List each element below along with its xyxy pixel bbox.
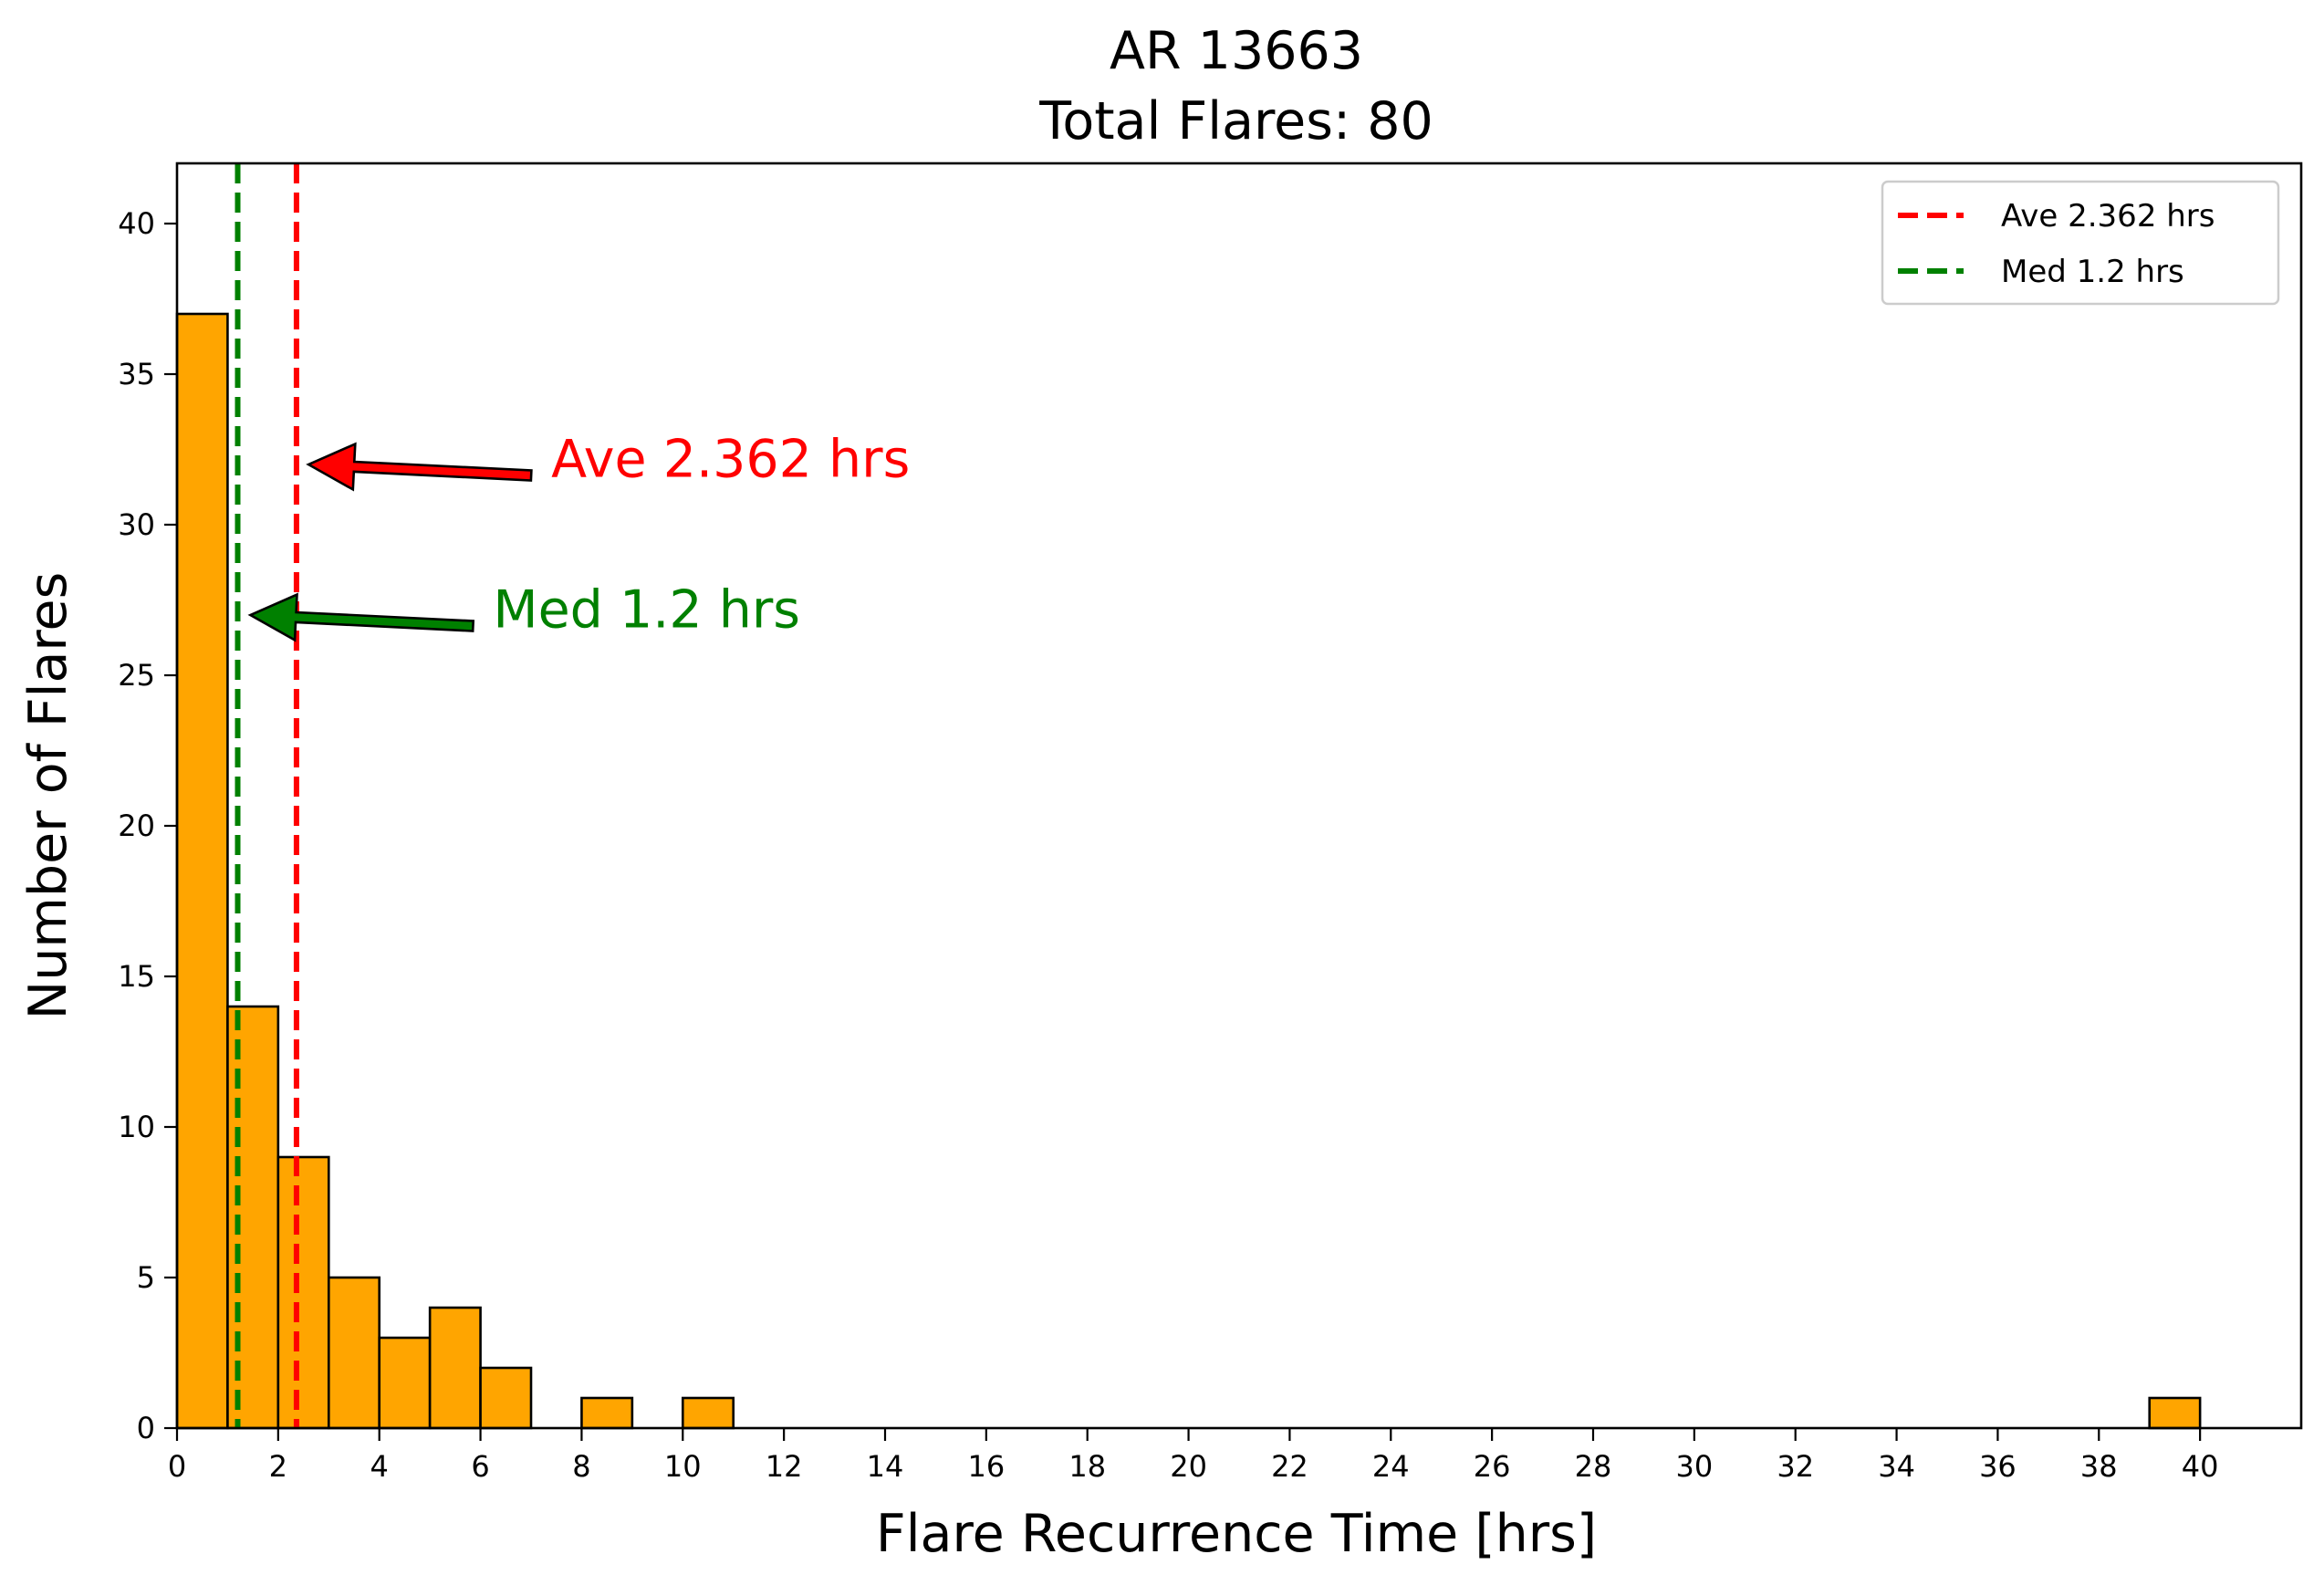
legend-box (1881, 180, 2280, 306)
x-tick-label: 22 (1271, 1449, 1308, 1484)
histogram-bar (327, 1276, 381, 1430)
median-annotation: Med 1.2 hrs (493, 579, 800, 640)
x-tick-label: 10 (664, 1449, 702, 1484)
annotations: Ave 2.362 hrs Med 1.2 hrs (247, 429, 910, 642)
x-tick-label: 12 (766, 1449, 803, 1484)
x-tick-label: 36 (1979, 1449, 2017, 1484)
y-tick-label: 15 (118, 959, 155, 994)
x-tick-label: 14 (867, 1449, 904, 1484)
y-axis: 0 5 10 15 20 25 30 35 40 (118, 206, 177, 1445)
chart-title: AR 13663 (1110, 21, 1363, 81)
x-tick-label: 26 (1474, 1449, 1511, 1484)
y-tick-label: 20 (118, 808, 155, 843)
x-tick-label: 34 (1878, 1449, 1915, 1484)
y-tick-label: 10 (118, 1110, 155, 1144)
x-tick-label: 4 (370, 1449, 389, 1484)
histogram-bar (175, 312, 229, 1430)
histogram-bar (479, 1366, 533, 1430)
histogram-bar (276, 1155, 330, 1430)
x-tick-label: 16 (967, 1449, 1005, 1484)
histogram-bar (428, 1306, 482, 1430)
average-annotation: Ave 2.362 hrs (551, 429, 910, 489)
y-tick-label: 5 (137, 1260, 155, 1295)
reference-lines (234, 163, 299, 1428)
x-axis: 0 2 4 6 8 10 12 14 16 18 20 22 24 26 28 30 32 34 36 38 40 (168, 1428, 2219, 1484)
y-tick-label: 0 (137, 1411, 155, 1445)
histogram-bar (580, 1396, 634, 1430)
x-tick-label: 8 (572, 1449, 590, 1484)
histogram-bar (681, 1396, 735, 1430)
x-tick-label: 28 (1575, 1449, 1612, 1484)
x-tick-label: 40 (2182, 1449, 2219, 1484)
x-axis-label: Flare Recurrence Time [hrs] (876, 1504, 1597, 1564)
x-tick-label: 18 (1068, 1449, 1106, 1484)
histogram-bar (2148, 1396, 2202, 1430)
x-tick-label: 20 (1170, 1449, 1207, 1484)
x-tick-label: 38 (2080, 1449, 2118, 1484)
y-tick-label: 35 (118, 357, 155, 391)
y-axis-label: Number of Flares (18, 572, 78, 1020)
y-tick-label: 40 (118, 206, 155, 241)
x-tick-label: 30 (1675, 1449, 1713, 1484)
histogram-bar (378, 1336, 432, 1430)
plot-area (175, 312, 2202, 1430)
chart-subtitle: Total Flares: 80 (1038, 91, 1433, 151)
median-arrow (247, 592, 475, 642)
x-tick-label: 2 (269, 1449, 287, 1484)
average-arrow (306, 442, 533, 492)
x-tick-label: 24 (1372, 1449, 1410, 1484)
axes-frame (175, 162, 2303, 1430)
y-tick-label: 30 (118, 507, 155, 542)
x-tick-label: 6 (471, 1449, 489, 1484)
legend: Ave 2.362 hrs Med 1.2 hrs (1881, 180, 2280, 306)
x-tick-label: 32 (1777, 1449, 1814, 1484)
x-tick-label: 0 (168, 1449, 186, 1484)
legend-label: Ave 2.362 hrs (2001, 198, 2215, 235)
y-tick-label: 25 (118, 658, 155, 693)
legend-label: Med 1.2 hrs (2001, 254, 2184, 290)
